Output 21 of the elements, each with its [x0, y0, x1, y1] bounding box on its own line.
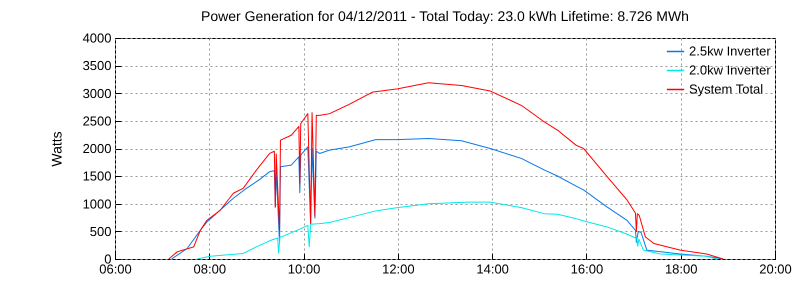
- x-tick-label: 14:00: [476, 262, 509, 276]
- legend-label: System Total: [689, 82, 764, 96]
- chart-title: Power Generation for 04/12/2011 - Total Today: 23.0 kWh Lifetime: 8.726 MWh: [201, 8, 689, 24]
- x-tick-label: 18:00: [664, 262, 698, 276]
- y-tick-label: 2500: [82, 113, 112, 128]
- y-tick-label: 4000: [82, 30, 112, 46]
- x-tick-label: 12:00: [382, 262, 415, 276]
- y-tick-label: 3000: [82, 86, 112, 101]
- legend-label: 2.5kw Inverter: [689, 44, 772, 58]
- x-tick-label: 20:00: [759, 262, 792, 276]
- line-series: [196, 202, 718, 259]
- x-tick-label: 08:00: [194, 262, 226, 276]
- x-tick-label: 16:00: [570, 262, 604, 276]
- y-tick-label: 1000: [82, 196, 112, 212]
- legend-label: 2.0kw Inverter: [689, 62, 772, 78]
- y-axis-title: Watts: [48, 131, 65, 167]
- y-tick-label: 1500: [82, 168, 112, 184]
- y-tick-label: 2000: [82, 141, 112, 156]
- x-tick-label: 10:00: [288, 262, 320, 276]
- y-tick-label: 3500: [82, 58, 112, 74]
- y-tick-label: 500: [90, 224, 112, 239]
